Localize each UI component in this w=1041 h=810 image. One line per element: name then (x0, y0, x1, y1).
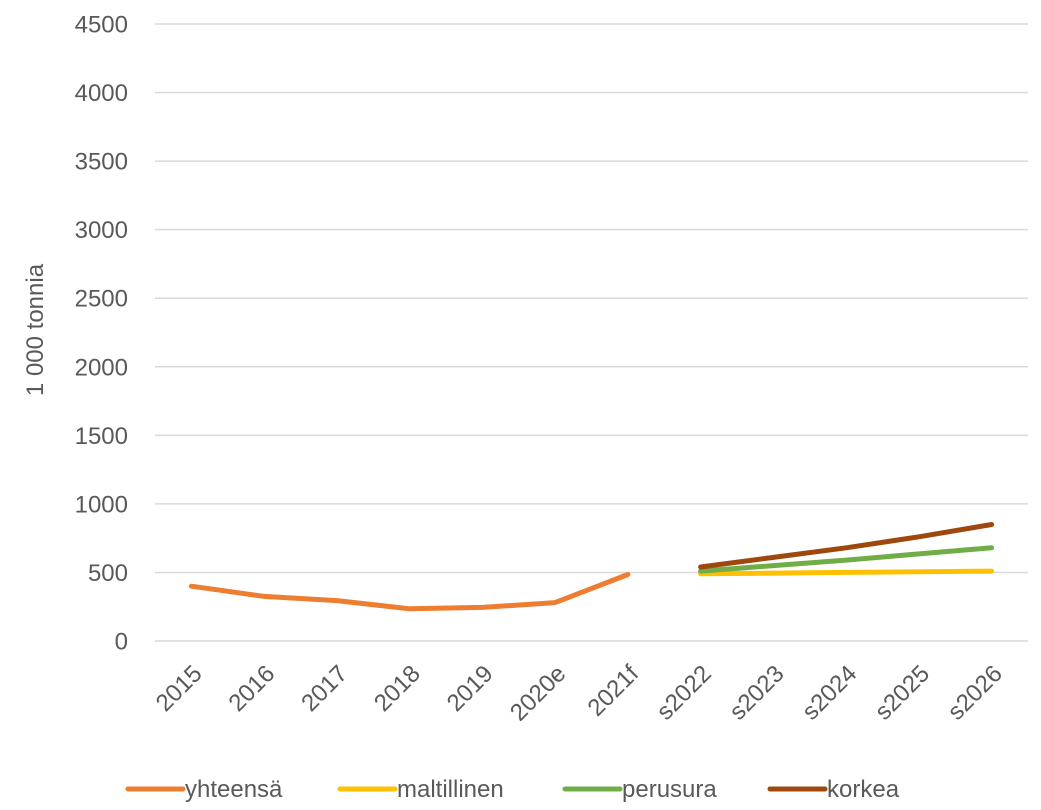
series-line-korkea (698, 522, 995, 570)
x-tick-label: 2021f (583, 660, 645, 722)
x-tick-label: s2026 (943, 660, 1008, 725)
x-tick-label: 2020e (505, 660, 571, 726)
series-line-maltillinen (698, 568, 995, 577)
y-tick-label: 2500 (75, 286, 128, 313)
x-tick-label: 2018 (369, 660, 426, 717)
x-tick-label: 2017 (296, 660, 353, 717)
gridlines (155, 23, 1028, 642)
y-tick-label: 4000 (75, 80, 128, 107)
x-tick-label: 2019 (442, 660, 499, 717)
y-tick-label: 500 (88, 560, 128, 587)
y-axis-ticks: 0 500 1000 1500 2000 2500 3000 3500 4000 4500 (75, 12, 128, 656)
y-axis-label: 1 000 tonnia (22, 263, 49, 396)
series-line-yhteensä (188, 572, 631, 612)
x-tick-label: s2025 (870, 660, 935, 725)
legend: yhteensä maltillinen perusura korkea (125, 776, 900, 803)
legend-label: yhteensä (185, 776, 283, 803)
x-tick-label: 2015 (151, 660, 208, 717)
y-tick-label: 3500 (75, 149, 128, 176)
x-tick-label: 2016 (224, 660, 281, 717)
y-tick-label: 2000 (75, 354, 128, 381)
x-axis-ticks: 2015 2016 2017 2018 2019 2020e 2021f s2022 s2023… (151, 660, 1008, 727)
y-tick-label: 3000 (75, 217, 128, 244)
y-tick-label: 1500 (75, 423, 128, 450)
legend-label: maltillinen (397, 776, 504, 803)
x-tick-label: s2022 (652, 660, 717, 725)
series-line-perusura (698, 545, 995, 574)
x-tick-label: s2024 (797, 660, 862, 725)
y-tick-label: 4500 (75, 12, 128, 39)
y-tick-label: 1000 (75, 491, 128, 518)
x-tick-label: s2023 (724, 660, 789, 725)
legend-label: perusura (622, 776, 717, 803)
y-tick-label: 0 (115, 629, 128, 656)
legend-label: korkea (827, 776, 900, 803)
series-lines (188, 522, 995, 612)
